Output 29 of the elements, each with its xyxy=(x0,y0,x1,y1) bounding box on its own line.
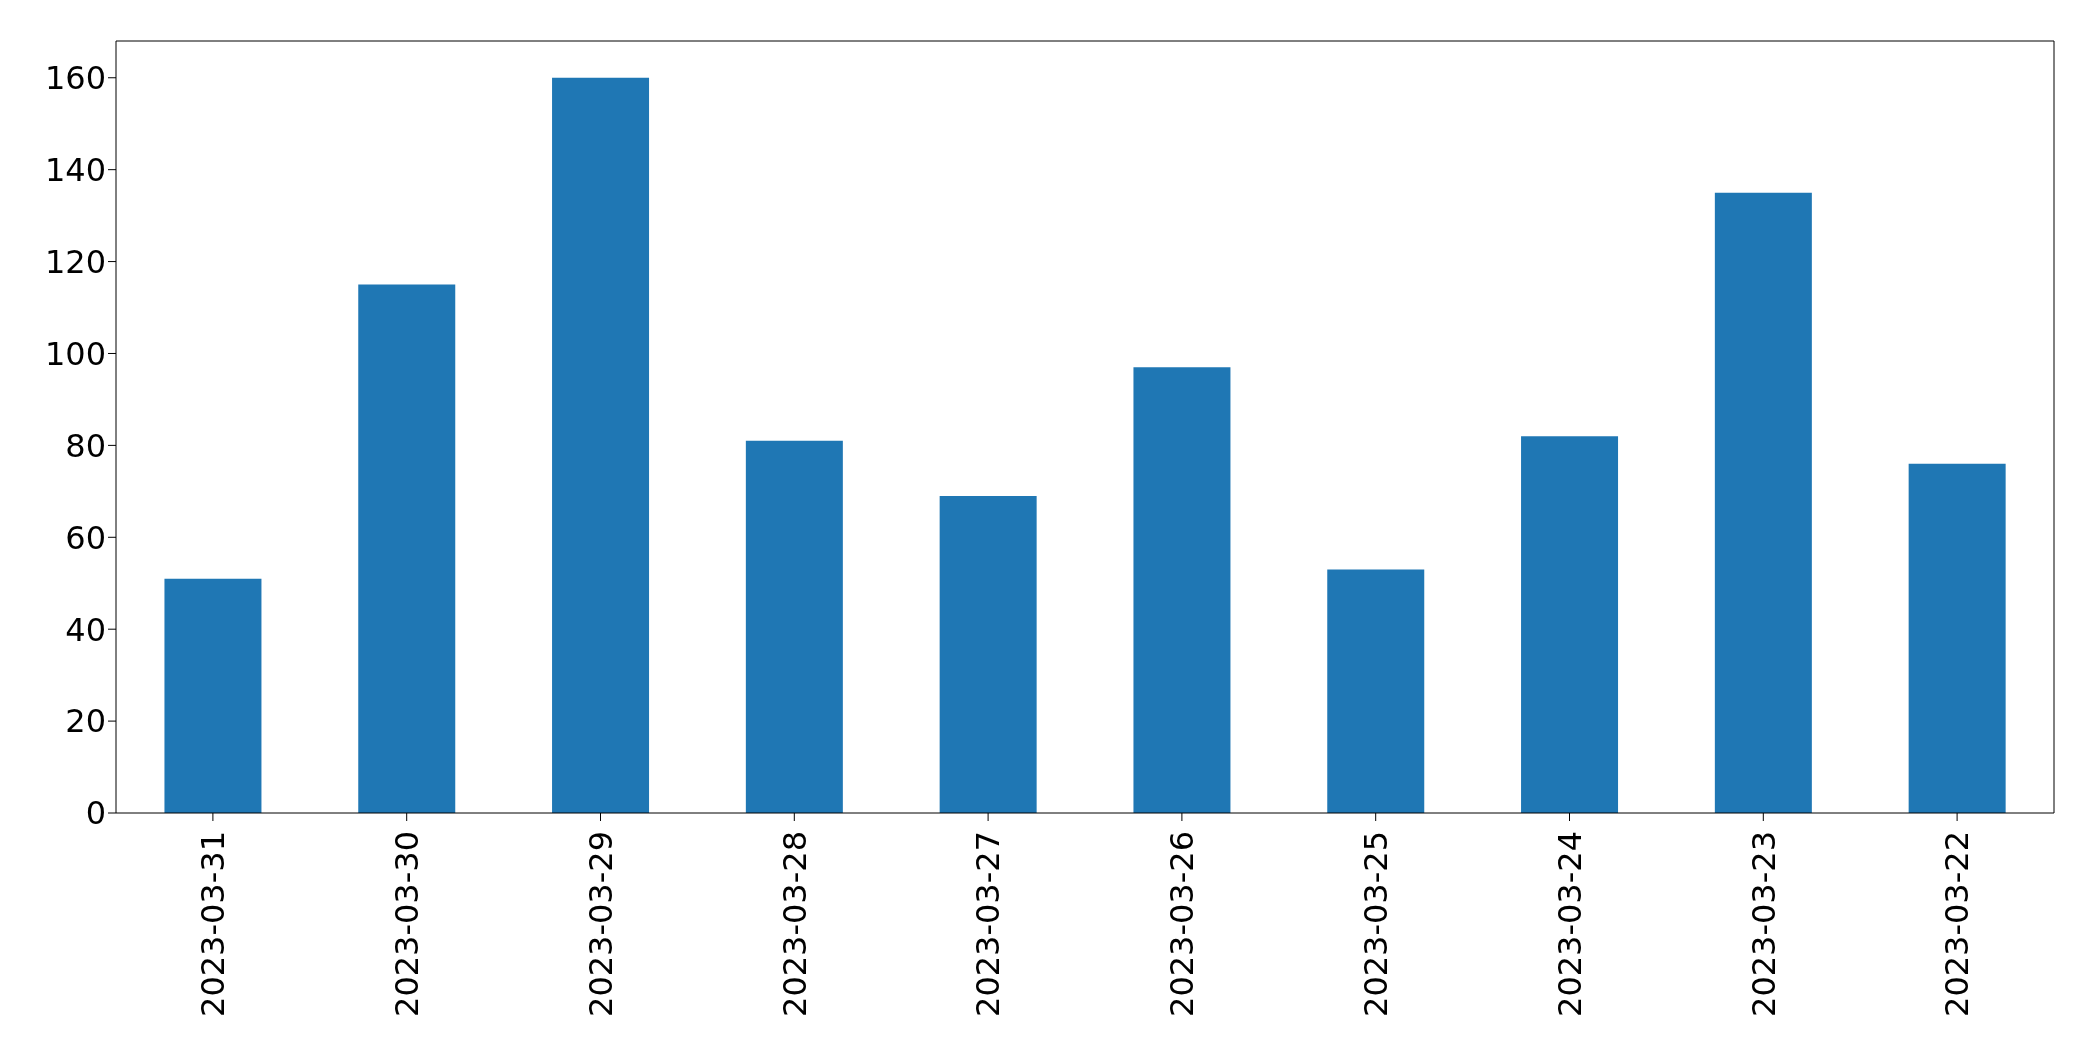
bar xyxy=(745,440,843,813)
x-tick-label: 2023-03-22 xyxy=(1938,831,1977,1017)
bar xyxy=(1327,569,1425,813)
x-tick-label: 2023-03-24 xyxy=(1550,831,1589,1017)
x-tick-label: 2023-03-29 xyxy=(581,831,620,1017)
bar xyxy=(1908,463,2006,813)
x-tick-label: 2023-03-31 xyxy=(194,831,233,1017)
x-tick-label: 2023-03-25 xyxy=(1356,831,1395,1017)
y-tick-label: 120 xyxy=(44,242,106,281)
x-tick-label: 2023-03-27 xyxy=(969,831,1008,1017)
y-tick-label: 40 xyxy=(65,610,106,649)
bar xyxy=(164,578,262,813)
x-tick-label: 2023-03-28 xyxy=(775,831,814,1017)
y-tick-label: 60 xyxy=(65,518,106,557)
bar xyxy=(358,284,456,813)
bar xyxy=(939,495,1037,813)
bar xyxy=(1714,192,1812,813)
y-tick-label: 140 xyxy=(44,151,106,190)
x-tick-label: 2023-03-30 xyxy=(387,831,426,1017)
y-tick-label: 100 xyxy=(44,334,106,373)
bar xyxy=(1521,436,1619,813)
bar xyxy=(552,77,650,813)
y-tick-label: 0 xyxy=(85,794,106,833)
x-tick-label: 2023-03-23 xyxy=(1744,831,1783,1017)
y-tick-label: 20 xyxy=(65,702,106,741)
y-tick-label: 160 xyxy=(44,59,106,98)
bar xyxy=(1133,367,1231,813)
x-tick-label: 2023-03-26 xyxy=(1163,831,1202,1017)
y-tick-label: 80 xyxy=(65,426,106,465)
